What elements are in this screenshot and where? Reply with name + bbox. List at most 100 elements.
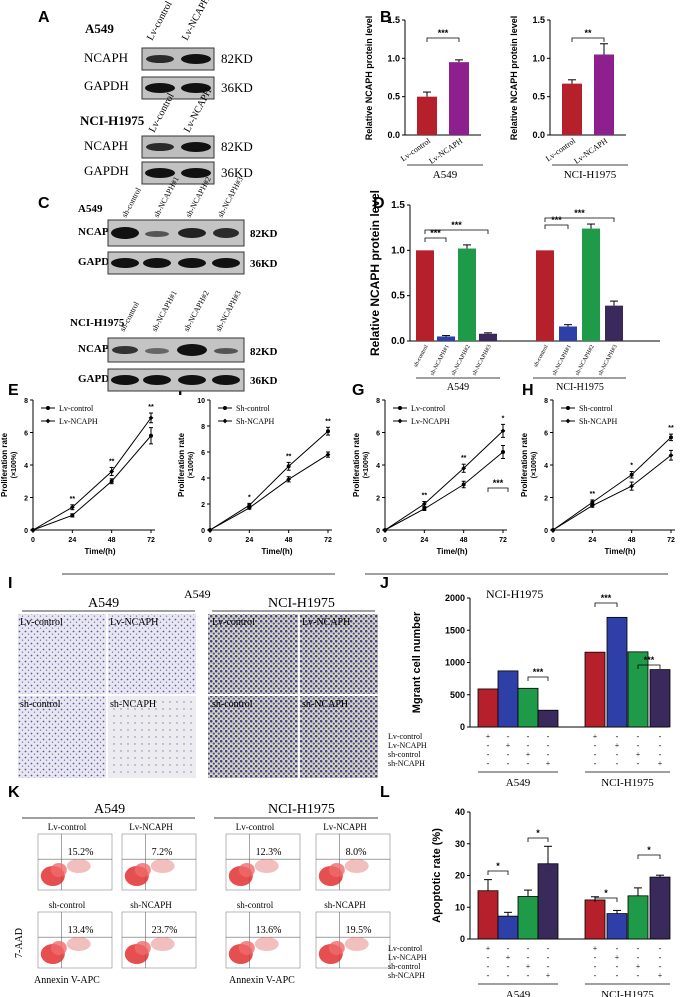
k-ylabel: 7-AAD xyxy=(14,928,25,958)
i-image-label: Lv-NCAPH xyxy=(110,617,158,628)
prolif-group-label: NCI-H1975 xyxy=(486,587,543,601)
y-axis-label: Proliferation rate xyxy=(520,432,529,497)
bar xyxy=(537,709,559,728)
c-size-label: 36KD xyxy=(250,375,278,387)
sig-label: *** xyxy=(493,478,504,488)
row-label: sh-NCAPH xyxy=(388,971,425,980)
group-label: NCI-H1975 xyxy=(556,382,604,393)
i-image-label: sh-NCAPH xyxy=(302,699,348,710)
chart-b-a549: 0.0 0.5 1.0 1.5 Relative NCAPH protein level… xyxy=(364,15,483,181)
k-percent: 13.4% xyxy=(68,925,94,936)
x-tick-label: 0 xyxy=(31,537,35,544)
y-tick-label: 40 xyxy=(455,807,465,817)
y-tick-label: 2 xyxy=(24,496,28,503)
c-size-label: 82KD xyxy=(250,228,278,240)
bar xyxy=(606,616,628,728)
group-label: A549 xyxy=(506,989,531,997)
sign-mark: - xyxy=(507,944,510,953)
a-size-label: 36KD xyxy=(221,165,253,180)
y-tick-label: 6 xyxy=(544,431,548,438)
sign-mark: + xyxy=(486,732,491,741)
x-tick-label: 0 xyxy=(551,537,555,544)
group-label: A549 xyxy=(447,382,469,393)
k-xlabel: Annexin V-APC xyxy=(34,975,100,986)
series-line xyxy=(384,451,504,531)
sign-mark: - xyxy=(547,953,550,962)
sig-label: * xyxy=(496,861,500,871)
sign-mark: - xyxy=(527,953,530,962)
sig-label: * xyxy=(248,494,251,501)
sign-mark: - xyxy=(487,971,490,980)
sign-mark: + xyxy=(615,953,620,962)
k-percent: 13.6% xyxy=(256,925,282,936)
x-tick-label: 0 xyxy=(208,537,212,544)
sign-mark: - xyxy=(637,953,640,962)
sign-mark: - xyxy=(594,953,597,962)
k-group-label: A549 xyxy=(94,802,125,817)
data-point xyxy=(669,435,673,440)
y-axis-label-unit: (×100%) xyxy=(531,452,538,479)
data-point xyxy=(501,450,505,454)
sign-mark: - xyxy=(637,971,640,980)
y-axis-label: Proliferation rate xyxy=(0,432,9,497)
sig-label: *** xyxy=(551,215,562,225)
i-image xyxy=(300,696,378,778)
bar xyxy=(477,688,499,728)
bar xyxy=(458,248,476,341)
sign-mark: - xyxy=(616,750,619,759)
sign-mark: - xyxy=(547,944,550,953)
c-band xyxy=(145,231,169,237)
series-line xyxy=(32,435,152,531)
legend-marker xyxy=(222,418,228,424)
sig-bracket xyxy=(424,229,489,234)
sign-mark: + xyxy=(636,750,641,759)
a-band xyxy=(181,142,211,152)
sig-bracket xyxy=(637,664,661,669)
legend-label: Lv-control xyxy=(411,404,446,413)
y-tick-label: 1500 xyxy=(445,625,465,635)
row-label: sh-control xyxy=(388,962,421,971)
i-image xyxy=(18,696,106,778)
c-band xyxy=(213,228,239,238)
y-axis-label-unit: (×100%) xyxy=(363,452,370,479)
bar xyxy=(479,333,497,341)
sig-bracket xyxy=(424,237,447,242)
y-tick-label: 0 xyxy=(460,934,465,944)
i-image-label: Lv-control xyxy=(212,617,255,628)
group-label: A549 xyxy=(506,777,531,789)
y-tick-label: 6 xyxy=(24,431,28,438)
c-band xyxy=(112,346,138,354)
sign-mark: - xyxy=(507,732,510,741)
k-group-label: NCI-H1975 xyxy=(268,802,335,817)
y-tick-label: 0 xyxy=(201,528,205,535)
a-band xyxy=(181,54,211,64)
x-axis-label: Time/(h) xyxy=(262,547,293,556)
legend-marker xyxy=(223,406,227,410)
group-label: NCI-H1975 xyxy=(601,777,654,789)
a-blot-strip xyxy=(141,76,215,100)
data-point xyxy=(629,483,635,489)
sign-mark: + xyxy=(658,971,663,980)
y-tick-label: 8 xyxy=(376,398,380,405)
sign-mark: + xyxy=(546,759,551,768)
chart-l: 0 10 20 30 40 Apoptotic rate (%) * * * * Lv-contro… xyxy=(388,807,671,997)
y-tick-label: 0 xyxy=(460,722,465,732)
bar xyxy=(627,651,649,728)
panel-label-c: C xyxy=(38,195,50,212)
a-size-label: 36KD xyxy=(221,80,253,95)
sig-label: *** xyxy=(430,228,441,238)
bar xyxy=(562,83,582,135)
x-tick-label: 24 xyxy=(420,537,428,544)
sign-mark: - xyxy=(659,750,662,759)
y-tick-label: 0.0 xyxy=(532,130,545,140)
sign-mark: - xyxy=(616,962,619,971)
sig-label: * xyxy=(502,415,505,422)
sig-label: *** xyxy=(533,667,544,677)
a-lane-label: Lv-control xyxy=(145,0,175,42)
sig-label: ** xyxy=(584,28,592,38)
panel-label-i: I xyxy=(8,575,12,592)
y-tick-label: 6 xyxy=(376,431,380,438)
k-cell-cluster xyxy=(134,863,151,877)
